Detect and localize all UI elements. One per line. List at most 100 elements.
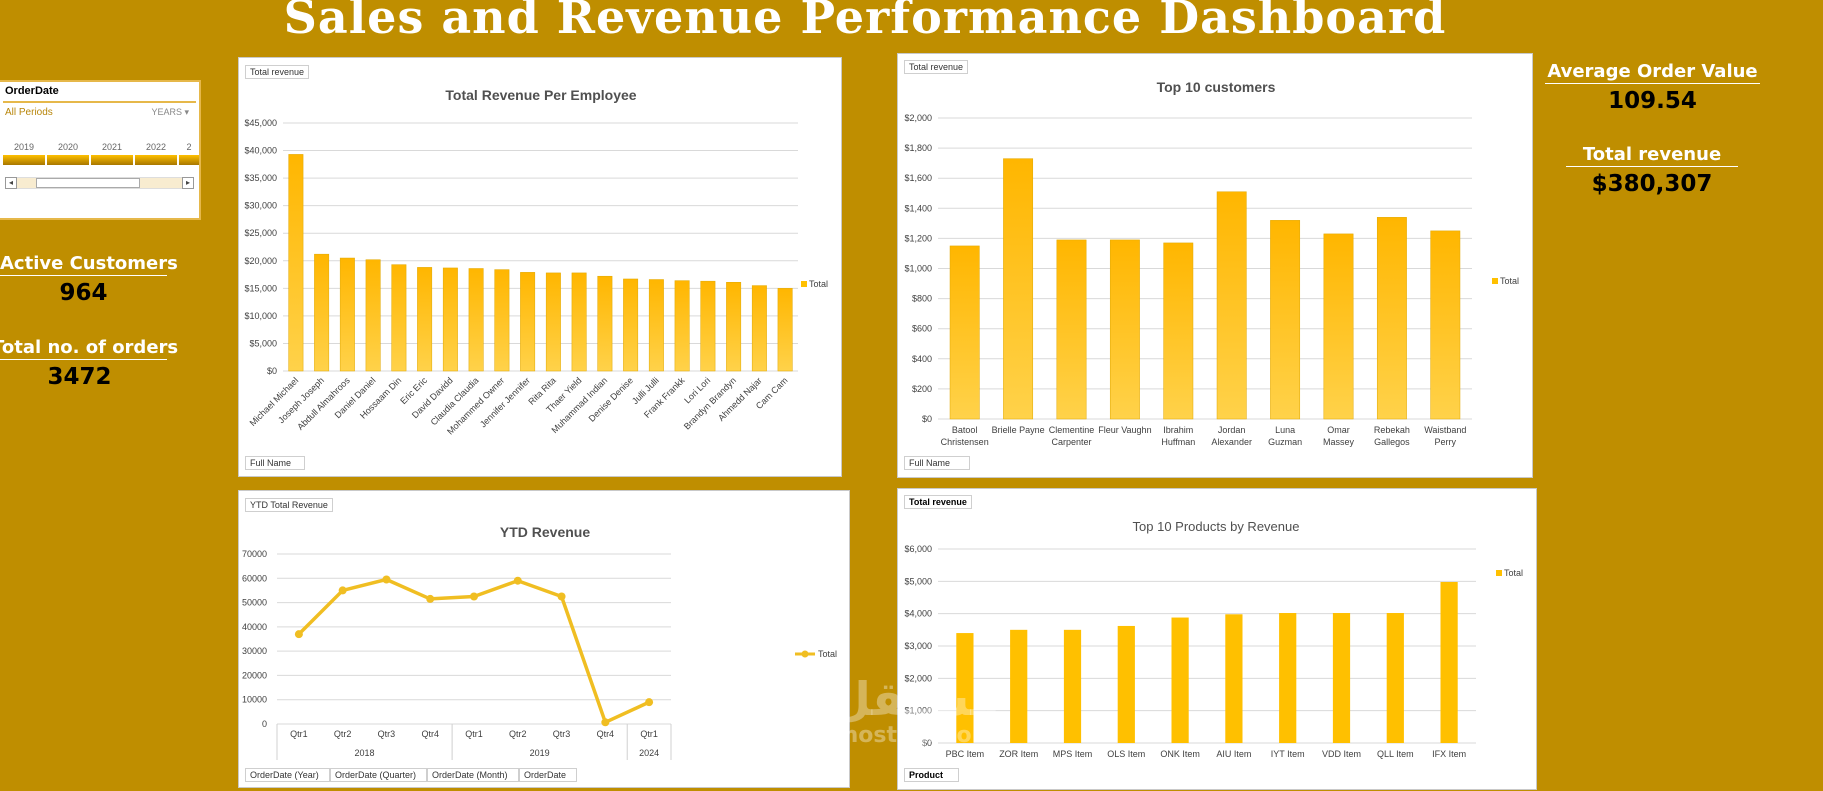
slicer-year-bar[interactable] [179,155,199,165]
scroll-right-icon[interactable]: ▸ [182,177,194,189]
y-tick-label: 40000 [242,622,267,632]
bar [520,272,536,372]
x-tick-label: AIU Item [1216,749,1251,759]
x-tick-label: ONK Item [1160,749,1200,759]
value-field-button[interactable]: Total revenue [245,65,310,79]
slicer-timeline[interactable]: 2019 2020 2021 2022 2 [0,142,199,166]
axis-field-button[interactable]: Full Name [245,456,305,470]
bar [1216,191,1247,420]
bar [1270,220,1301,420]
y-tick-label: 70000 [242,549,267,559]
kpi-label: Total no. of orders [0,337,178,360]
chart-svg: Total Revenue Per Employee $0 $5,000 $10,00… [244,87,828,437]
x-tick-label: Huffman [1161,437,1195,447]
kpi-value: 3472 [47,364,112,390]
x-tick-label: Qtr2 [509,729,527,739]
slicer-year-bar[interactable] [91,155,133,165]
kpi-active-customers: Active Customers 964 [0,253,178,306]
scroll-thumb[interactable] [36,178,140,188]
y-tick-label: 0 [262,719,267,729]
axis-field-button[interactable]: OrderDate [519,768,577,782]
bar [623,278,639,372]
y-tick-label: $6,000 [904,544,932,554]
legend-swatch [1496,570,1502,576]
x-tick-label: Gallegos [1374,437,1410,447]
axis-field-button[interactable]: Product [904,768,959,782]
line-point [470,592,478,601]
y-tick-label: 20000 [242,670,267,680]
y-tick-label: $1,200 [904,233,932,243]
x-tick-label: Qtr4 [597,729,615,739]
slicer-year[interactable]: 2021 [101,142,123,152]
x-tick-label: Batool [952,425,978,435]
slicer-scrollbar[interactable]: ◂ ▸ [5,177,194,189]
line-point [513,576,522,585]
x-tick-label: Rebekah [1374,425,1410,435]
slicer-year-bar[interactable] [47,155,89,165]
x-tick-label: MPS Item [1053,749,1093,759]
slicer-year[interactable]: 2020 [57,142,79,152]
slicer-year[interactable]: 2 [186,142,192,152]
slicer-year-bar[interactable] [3,155,45,165]
legend-label: Total [1500,276,1519,286]
y-tick-label: $1,000 [904,264,932,274]
y-tick-label: $0 [267,366,277,376]
y-tick-label: $2,000 [904,113,932,123]
chart-title: YTD Revenue [500,524,590,540]
line-point [645,698,654,707]
bar [1440,581,1458,743]
bar [1323,233,1354,420]
y-tick-label: $600 [912,324,932,334]
x-tick-label: Jordan [1218,425,1246,435]
order-date-slicer[interactable]: OrderDate All Periods YEARS ▾ 2019 2020 … [0,80,201,220]
bar [1109,239,1140,420]
slicer-year[interactable]: 2019 [13,142,35,152]
kpi-total-orders: Total no. of orders 3472 [0,337,178,390]
y-tick-label: 30000 [242,646,267,656]
bar [1386,613,1404,743]
y-tick-label: $4,000 [904,609,932,619]
chart-top-products[interactable]: Total revenue Product Top 10 Products by… [897,488,1537,790]
kpi-total-revenue: Total revenue $380,307 [1566,144,1738,197]
bar [314,253,330,372]
x-tick-label: IYT Item [1271,749,1305,759]
bar [1376,217,1407,420]
x-tick-label: Qtr1 [465,729,483,739]
slicer-selection[interactable]: All Periods [5,107,53,118]
value-field-button[interactable]: YTD Total Revenue [245,498,333,512]
axis-field-button[interactable]: OrderDate (Month) [427,768,519,782]
x-tick-label: Waistband [1424,425,1466,435]
value-field-button[interactable]: Total revenue [904,60,969,74]
scroll-left-icon[interactable]: ◂ [5,177,17,189]
value-field-button[interactable]: Total revenue [904,495,972,509]
x-tick-label: Guzman [1268,437,1302,447]
y-tick-label: 10000 [242,695,267,705]
axis-field-button[interactable]: OrderDate (Year) [245,768,330,782]
axis-field-button[interactable]: OrderDate (Quarter) [330,768,427,782]
x-tick-label: Perry [1435,437,1457,447]
axis-field-button[interactable]: Full Name [904,456,970,470]
legend-label: Total [818,649,837,659]
x-tick-label: Christensen [941,437,989,447]
y-tick-label: 60000 [242,573,267,583]
x-tick-label: OLS Item [1107,749,1145,759]
x-group-label: 2019 [530,748,550,758]
legend-label: Total [1504,568,1523,578]
kpi-average-order-value: Average Order Value 109.54 [1545,61,1760,114]
bar [700,280,716,372]
bar [777,288,793,372]
y-tick-label: $25,000 [244,228,277,238]
bar [468,268,484,372]
line-point [294,630,303,639]
legend-marker [801,650,809,658]
chart-ytd-revenue[interactable]: YTD Total Revenue OrderDate (Year) Order… [238,490,850,788]
line-point [426,594,435,603]
bar [339,257,355,372]
slicer-year[interactable]: 2022 [145,142,167,152]
y-tick-label: $35,000 [244,173,277,183]
slicer-level-dropdown[interactable]: YEARS ▾ [151,107,189,118]
slicer-year-bar[interactable] [135,155,177,165]
chart-top-customers[interactable]: Total revenue Full Name Top 10 customers… [897,53,1533,478]
chart-revenue-per-employee[interactable]: Total revenue Full Name Total Revenue Pe… [238,57,842,477]
bar [1163,242,1194,420]
